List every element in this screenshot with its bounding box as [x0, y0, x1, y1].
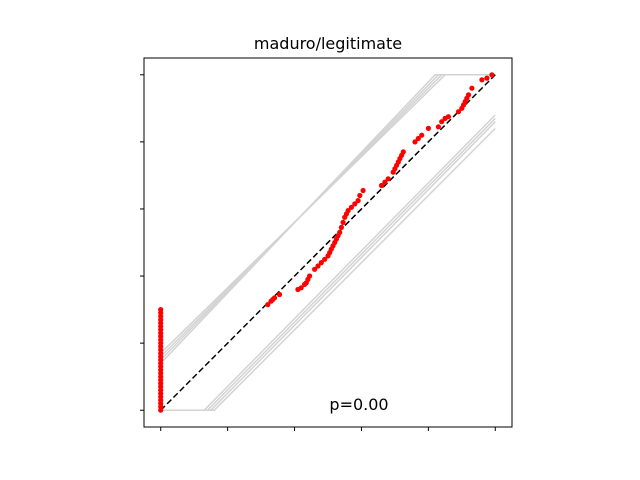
- data-point: [445, 114, 451, 120]
- data-point: [419, 132, 425, 138]
- data-point: [307, 273, 313, 279]
- data-point: [298, 285, 304, 291]
- data-point: [276, 291, 283, 298]
- data-point: [322, 256, 328, 262]
- data-points: [158, 72, 495, 413]
- data-point: [265, 302, 271, 308]
- band-lines: [160, 74, 496, 411]
- data-point: [271, 295, 278, 301]
- data-point: [400, 149, 406, 155]
- data-point: [337, 229, 343, 235]
- data-point: [312, 266, 318, 272]
- data-point: [435, 124, 441, 130]
- data-point: [158, 307, 164, 313]
- data-point: [484, 75, 490, 81]
- data-point: [415, 135, 421, 142]
- band-line-4: [160, 74, 496, 364]
- data-point: [340, 219, 346, 225]
- chart-title: maduro/legitimate: [254, 34, 402, 53]
- plot-frame: [143, 57, 513, 428]
- data-point: [382, 179, 388, 185]
- data-point: [455, 109, 462, 115]
- data-point: [439, 119, 445, 125]
- data-point: [412, 139, 418, 145]
- data-point: [469, 85, 475, 91]
- data-point: [385, 176, 391, 182]
- reference-diagonal-line: [160, 74, 496, 411]
- data-point: [345, 208, 351, 214]
- data-point: [355, 198, 361, 204]
- data-point: [348, 204, 354, 210]
- data-point: [315, 263, 321, 269]
- axis-ticks: [140, 74, 496, 431]
- data-point: [352, 201, 358, 207]
- data-point: [479, 77, 485, 83]
- band-line-8: [160, 127, 496, 411]
- data-point: [360, 187, 366, 194]
- reference-line-layer: [160, 74, 496, 411]
- data-point: [318, 260, 324, 266]
- data-point: [489, 72, 495, 78]
- data-point: [338, 224, 344, 230]
- p-value-annotation: p=0.00: [329, 395, 388, 414]
- data-point: [465, 92, 472, 98]
- data-point: [378, 182, 385, 189]
- data-point: [357, 192, 363, 199]
- data-point: [425, 125, 431, 131]
